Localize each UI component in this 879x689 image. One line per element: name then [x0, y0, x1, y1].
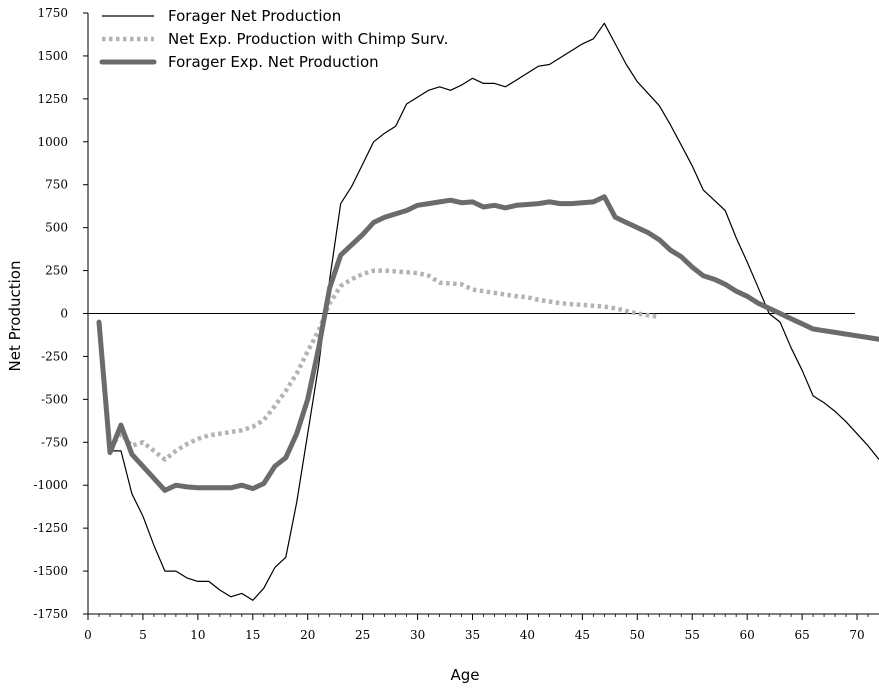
legend: Forager Net Production Net Exp. Productio… — [99, 7, 448, 71]
x-tick-label: 25 — [355, 628, 370, 642]
x-tick-label: 60 — [740, 628, 755, 642]
y-tick-label: 0 — [60, 307, 68, 321]
series-line-2 — [96, 194, 879, 493]
x-tick-label: 55 — [685, 628, 700, 642]
x-tick-label: 65 — [794, 628, 809, 642]
x-tick-label: 0 — [84, 628, 92, 642]
y-tick-label: -1000 — [33, 478, 68, 492]
y-tick-label: -500 — [41, 392, 68, 406]
x-tick-label: 45 — [575, 628, 590, 642]
x-tick-label: 15 — [245, 628, 260, 642]
series-line-1 — [96, 268, 660, 462]
y-tick-label: 1000 — [37, 135, 68, 149]
y-tick-label: 500 — [45, 221, 68, 235]
y-tick-label: 250 — [45, 264, 68, 278]
x-tick-label: 10 — [190, 628, 205, 642]
x-axis-title: Age — [450, 666, 479, 684]
y-tick-label: 1500 — [37, 49, 68, 63]
y-tick-label: -250 — [41, 349, 68, 363]
x-tick-label: 35 — [465, 628, 480, 642]
y-tick-label: -1750 — [33, 607, 68, 621]
legend-label-1: Net Exp. Production with Chimp Surv. — [168, 30, 448, 48]
y-tick-label: -1250 — [33, 521, 68, 535]
x-tick-label: 70 — [849, 628, 864, 642]
y-tick-label: -1500 — [33, 564, 68, 578]
legend-label-0: Forager Net Production — [168, 7, 341, 25]
y-tick-label: 1250 — [37, 92, 68, 106]
x-tick-label: 30 — [410, 628, 425, 642]
x-tick-label: 40 — [520, 628, 535, 642]
y-axis: -1750 -1500 -1250 -1000 -750 -500 -250 0 250 500 7… — [33, 6, 89, 621]
x-tick-label: 20 — [300, 628, 315, 642]
y-axis-title: Net Production — [6, 261, 24, 372]
x-tick-label: 5 — [139, 628, 147, 642]
series-layer — [88, 22, 879, 601]
legend-label-2: Forager Exp. Net Production — [168, 53, 379, 71]
x-tick-label: 50 — [630, 628, 645, 642]
series-line-0 — [98, 22, 879, 601]
x-axis: 0 5 10 15 20 25 30 35 40 45 50 55 60 65 70 — [84, 613, 879, 642]
y-tick-label: 750 — [45, 178, 68, 192]
y-tick-label: -750 — [41, 435, 68, 449]
y-tick-label: 1750 — [37, 6, 68, 20]
